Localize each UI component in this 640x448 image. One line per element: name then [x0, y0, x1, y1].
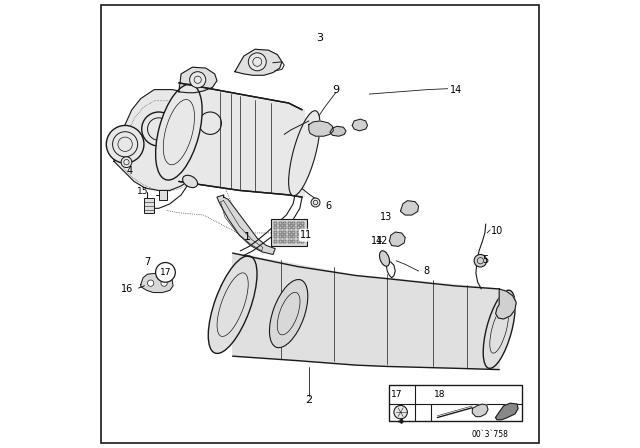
Ellipse shape [182, 175, 198, 188]
Text: 17: 17 [391, 390, 403, 399]
Bar [301, 231, 305, 234]
Bar [301, 235, 305, 238]
Bar [292, 226, 296, 229]
Text: 6: 6 [325, 201, 331, 211]
Bar [279, 226, 282, 229]
Bar [297, 235, 300, 238]
Bar [275, 226, 278, 229]
Bar [297, 240, 300, 243]
Ellipse shape [156, 84, 202, 180]
Bar [284, 222, 287, 225]
Text: 12: 12 [376, 237, 388, 246]
Text: 10: 10 [491, 226, 504, 236]
Polygon shape [309, 121, 333, 136]
Bar [284, 240, 287, 243]
Text: 5: 5 [482, 255, 488, 265]
Bar [279, 231, 282, 234]
Bar [297, 226, 300, 229]
Bar [292, 240, 296, 243]
Bar [292, 222, 296, 225]
Text: 16: 16 [120, 284, 132, 294]
Ellipse shape [269, 280, 308, 348]
Text: 7: 7 [145, 257, 150, 267]
Polygon shape [235, 49, 282, 75]
Polygon shape [179, 83, 305, 197]
Circle shape [121, 157, 132, 168]
Bar [389, 385, 522, 421]
Bar [275, 240, 278, 243]
Circle shape [156, 263, 175, 282]
Polygon shape [330, 126, 346, 136]
Circle shape [148, 280, 154, 286]
Polygon shape [114, 90, 235, 190]
Circle shape [394, 405, 408, 419]
Bar [292, 235, 296, 238]
Circle shape [311, 198, 320, 207]
Bar [297, 222, 300, 225]
Text: 4: 4 [127, 166, 132, 176]
Bar [279, 222, 282, 225]
Polygon shape [472, 404, 488, 417]
Text: 9: 9 [332, 85, 339, 95]
Polygon shape [352, 119, 367, 131]
Text: 2: 2 [305, 395, 312, 405]
Text: 18: 18 [435, 390, 445, 399]
Text: 8: 8 [423, 266, 429, 276]
Text: 17: 17 [160, 268, 171, 277]
Polygon shape [389, 232, 405, 246]
Bar [145, 198, 154, 213]
Bar [297, 231, 300, 234]
Bar [284, 226, 287, 229]
Text: 13: 13 [380, 212, 392, 222]
Circle shape [474, 254, 486, 267]
Polygon shape [141, 273, 173, 293]
Polygon shape [495, 289, 516, 319]
Bar [279, 235, 282, 238]
Bar [288, 231, 291, 234]
Text: 00`3`758: 00`3`758 [471, 430, 508, 439]
Bar [301, 226, 305, 229]
Bar [288, 240, 291, 243]
Text: 1: 1 [243, 233, 250, 242]
Ellipse shape [208, 256, 257, 353]
Polygon shape [217, 195, 275, 254]
Bar [279, 240, 282, 243]
Text: 14: 14 [450, 85, 462, 95]
Bar [284, 231, 287, 234]
Bar [288, 222, 291, 225]
Text: 3: 3 [317, 33, 323, 43]
Bar [271, 219, 307, 246]
Ellipse shape [380, 251, 390, 266]
Bar [301, 240, 305, 243]
Circle shape [248, 53, 266, 71]
Text: 11: 11 [300, 230, 313, 240]
Bar [275, 231, 278, 234]
Ellipse shape [483, 290, 515, 368]
Bar [301, 222, 305, 225]
Circle shape [141, 112, 176, 146]
Polygon shape [401, 201, 419, 215]
Polygon shape [179, 67, 217, 93]
Bar [275, 222, 278, 225]
Circle shape [106, 125, 144, 163]
Bar [292, 231, 296, 234]
Bar [284, 235, 287, 238]
Polygon shape [233, 253, 499, 370]
Text: 15: 15 [138, 187, 149, 196]
Text: 14: 14 [371, 236, 383, 246]
Polygon shape [495, 403, 518, 420]
Bar [275, 235, 278, 238]
Circle shape [161, 280, 167, 286]
Bar [288, 235, 291, 238]
Bar [159, 190, 167, 200]
Ellipse shape [289, 111, 320, 196]
Circle shape [199, 112, 221, 134]
Circle shape [189, 72, 206, 88]
Bar [288, 226, 291, 229]
Circle shape [170, 101, 197, 128]
